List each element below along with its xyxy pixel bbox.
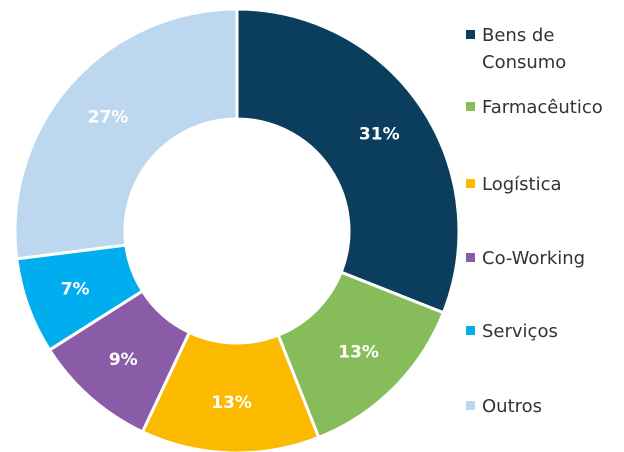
data-label: 9% xyxy=(109,350,138,370)
legend-item: Bens de Consumo xyxy=(466,22,622,76)
legend-swatch xyxy=(466,30,475,39)
legend-item: Outros xyxy=(466,393,622,420)
legend-swatch xyxy=(466,179,475,188)
data-label: 27% xyxy=(88,107,129,127)
data-label: 13% xyxy=(338,343,379,363)
legend-label: Serviços xyxy=(482,321,558,342)
legend-label: Farmacêutico xyxy=(482,97,603,118)
legend-swatch xyxy=(466,102,475,111)
data-label: 13% xyxy=(211,393,252,413)
legend-item: Logística xyxy=(466,171,622,198)
legend-swatch xyxy=(466,326,475,335)
legend-swatch xyxy=(466,401,475,410)
legend-item: Co-Working xyxy=(466,245,622,272)
legend-label: Bens de Consumo xyxy=(482,25,567,73)
legend-item: Farmacêutico xyxy=(466,94,622,121)
data-label: 31% xyxy=(359,124,400,144)
slice xyxy=(13,7,239,261)
legend-item: Serviços xyxy=(466,318,622,345)
legend-label: Logística xyxy=(482,174,562,195)
legend-label: Outros xyxy=(482,396,543,417)
legend-label: Co-Working xyxy=(482,248,586,269)
slice xyxy=(235,7,461,315)
data-label: 7% xyxy=(61,279,90,299)
legend-swatch xyxy=(466,253,475,262)
